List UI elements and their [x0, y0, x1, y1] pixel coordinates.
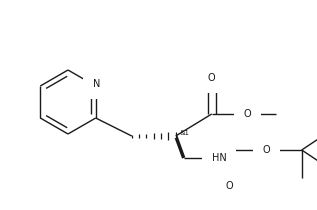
Text: O: O: [226, 181, 234, 191]
Text: O: O: [263, 145, 270, 155]
Text: HN: HN: [212, 153, 226, 163]
Text: N: N: [93, 79, 100, 89]
Text: &1: &1: [180, 130, 190, 136]
Text: O: O: [244, 109, 251, 119]
Text: O: O: [208, 73, 216, 83]
